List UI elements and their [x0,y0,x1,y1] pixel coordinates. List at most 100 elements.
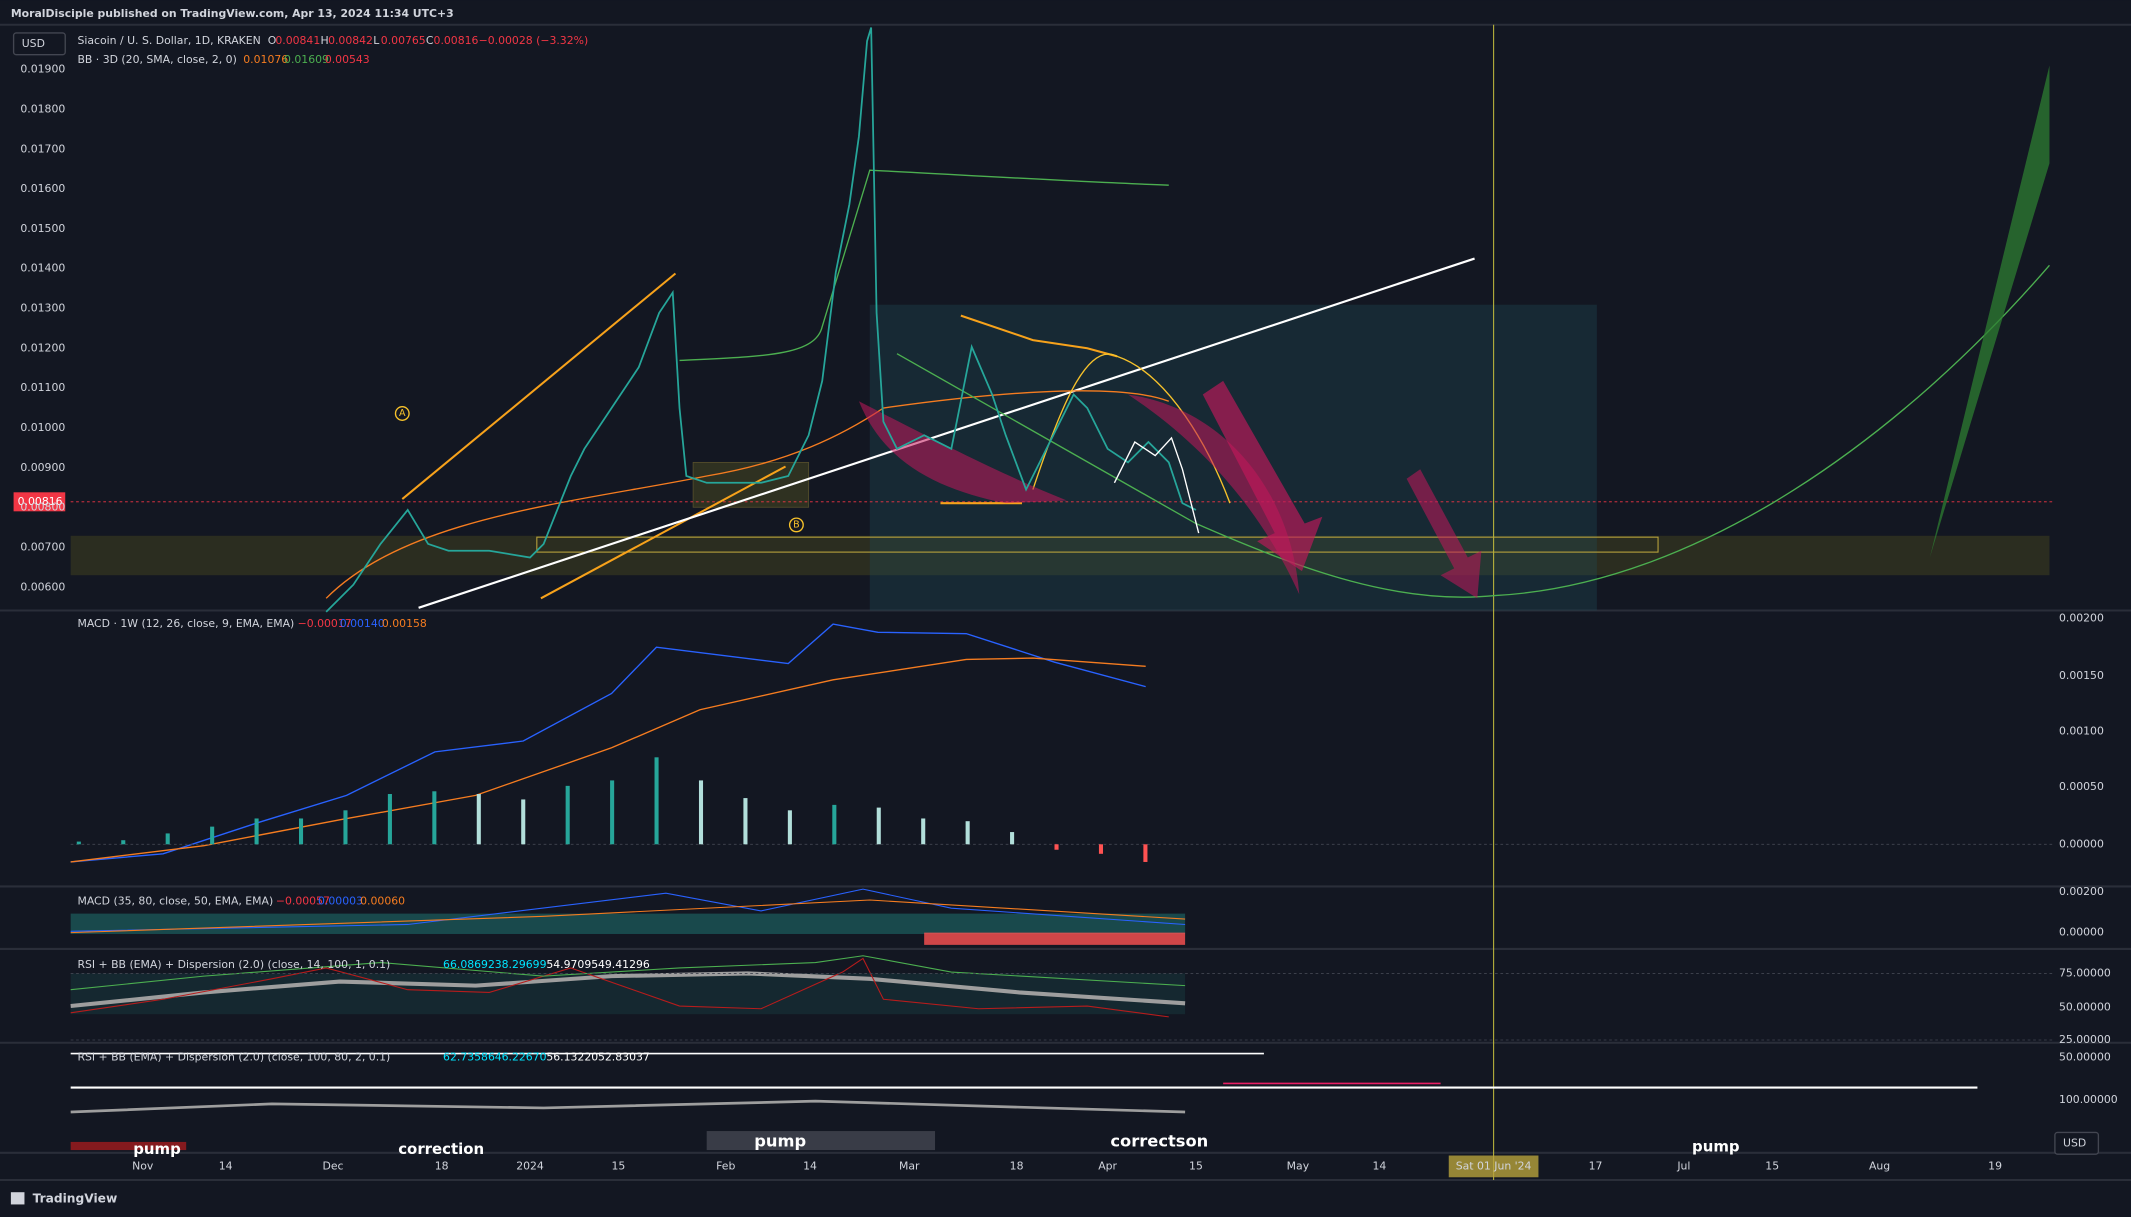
histogram-bar [1143,844,1148,862]
price-tick-label: 0.00600 [20,580,65,593]
price-tick-label: 0.01000 [20,421,65,434]
currency[interactable]: USD [22,37,45,50]
ohlc-item: C [426,34,434,47]
axis-tick-label: 0.00200 [2059,885,2104,898]
brand[interactable]: TradingView [33,1192,118,1206]
price-tick-label: 0.01600 [20,182,65,195]
histogram-bar [165,833,170,845]
time-tick-label: Sat 01 Jun '24 [1456,1159,1532,1172]
axis-tick-label: 0.00000 [2059,926,2104,939]
histogram-bar [1054,844,1059,850]
histogram-bar [565,785,570,845]
indicator-value: 66.08692 [443,958,495,971]
time-tick-label: Nov [132,1159,154,1172]
histogram-bar [787,810,792,845]
annotation: pump [1692,1137,1740,1155]
histogram-bar [1098,844,1104,854]
time-tick-label: 15 [1189,1159,1203,1172]
ohlc-item: 0.00816 [434,34,479,47]
ohlc-item: L [373,34,379,47]
bb-value: 0.00543 [325,53,370,66]
annotation: correctson [1110,1131,1208,1150]
axis-tick-label: 75.00000 [2059,966,2111,979]
price-tick-label: 0.00900 [20,461,65,474]
indicator-value: 38.29699 [495,958,547,971]
currency-box[interactable] [12,32,66,56]
time-tick-label: 19 [1988,1159,2002,1172]
time-tick-label: May [1287,1159,1310,1172]
histogram-bar [432,791,437,845]
time-tick-label: 14 [803,1159,817,1172]
publisher-line: MoralDisciple published on TradingView.c… [11,7,454,20]
histogram-bar [76,841,81,845]
time-tick-label: 15 [611,1159,625,1172]
price-tick-label: 0.01700 [20,142,65,155]
histogram-bar [965,821,970,845]
histogram-bar [254,818,259,845]
histogram-bar [387,794,392,845]
histogram-bar [743,798,748,845]
annotation: correction [398,1140,484,1158]
histogram-bar [610,780,615,845]
histogram-bar [832,804,837,845]
ohlc-item: H [320,34,328,47]
indicator-value: 62.73586 [443,1051,495,1064]
indicator-value: −0.00017 [298,617,352,630]
price-tick-label: 0.00800 [20,501,65,514]
axis-tick-label: 0.00150 [2059,669,2104,682]
indicator-label: MACD (35, 80, close, 50, EMA, EMA) [77,894,273,907]
time-tick-label: Dec [322,1159,343,1172]
indicator-label: RSI + BB (EMA) + Dispersion (2.0) (close… [77,958,390,971]
time-tick-label: 15 [1765,1159,1779,1172]
chart-drawings [70,24,2053,1180]
indicator-value: −0.00057 [276,894,330,907]
indicator-value: 52.83037 [598,1051,650,1064]
axis-tick-label: 0.00000 [2059,837,2104,850]
histogram-bar [121,840,126,845]
bb-value: 0.01609 [284,53,329,66]
histogram-bar [298,818,304,845]
indicator-value: 0.00060 [360,894,405,907]
axis-currency[interactable]: USD [2063,1136,2086,1149]
bb-label: BB · 3D (20, SMA, close, 2, 0) [77,53,236,66]
annotation: pump [133,1140,181,1158]
marker: B [793,519,800,530]
histogram-bar [210,826,215,845]
price-tick-label: 0.01100 [20,381,65,394]
histogram-bar [698,780,704,845]
axis-tick-label: 25.00000 [2059,1033,2111,1046]
indicator-value: 0.00003 [318,894,363,907]
histogram-bar [654,757,659,845]
indicator-label: RSI + BB (EMA) + Dispersion (2.0) (close… [77,1051,390,1064]
axis-tick-label: 0.00050 [2059,780,2104,793]
histogram-bar [1010,832,1015,845]
axis-tick-label: 0.00100 [2059,724,2104,737]
annotation: pump [754,1131,806,1150]
time-tick-label: 17 [1589,1159,1603,1172]
time-tick-label: 18 [435,1159,449,1172]
currency-box[interactable] [2054,1131,2100,1155]
symbol-name: Siacoin / U. S. Dollar, 1D, KRAKEN [77,34,260,47]
time-tick-label: 2024 [516,1159,544,1172]
time-tick-label: 18 [1010,1159,1024,1172]
histogram-bar [476,794,481,845]
indicator-label: MACD · 1W (12, 26, close, 9, EMA, EMA) [77,617,294,630]
time-tick-label: Jul [1676,1159,1690,1172]
price-tick-label: 0.01400 [20,262,65,275]
axis-tick-label: 100.00000 [2059,1093,2118,1106]
histogram-bar [921,818,926,845]
price-tick-label: 0.01200 [20,341,65,354]
logo [10,1192,25,1205]
time-tick-label: Aug [1869,1159,1890,1172]
ohlc-item: 0.00765 [381,34,426,47]
time-tick-label: 14 [219,1159,233,1172]
price-tick-label: 0.01900 [20,63,65,76]
histogram-bar [343,810,348,845]
indicator-value: 49.41296 [598,958,650,971]
histogram-bar [876,807,881,845]
marker: A [399,408,406,419]
